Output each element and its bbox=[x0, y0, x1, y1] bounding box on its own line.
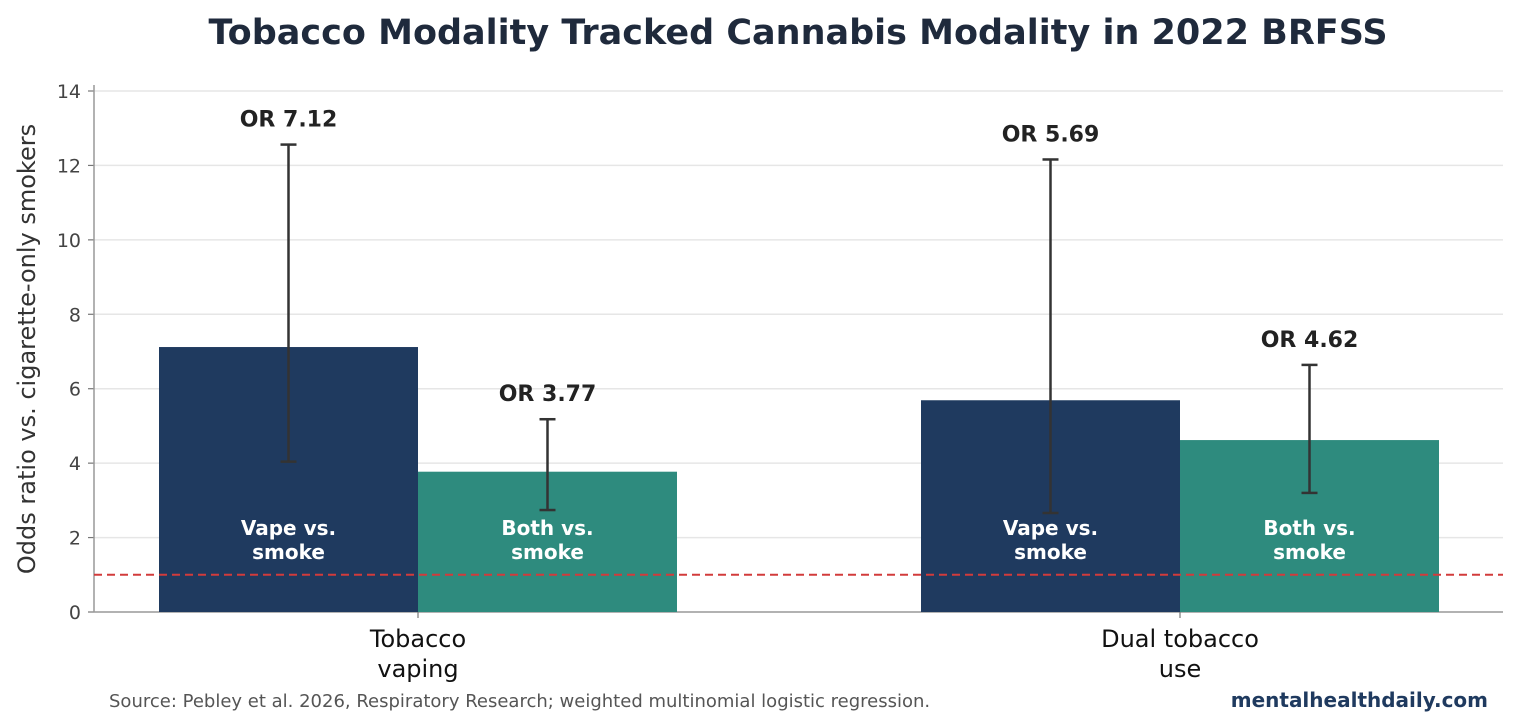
odds-ratio-label: OR 3.77 bbox=[499, 382, 597, 407]
bar-inner-label: smoke bbox=[1273, 540, 1346, 564]
bars bbox=[94, 347, 1503, 612]
odds-ratio-label: OR 5.69 bbox=[1002, 122, 1100, 147]
y-tick-label: 8 bbox=[69, 304, 81, 326]
bar-inner-label: Vape vs. bbox=[241, 516, 336, 540]
odds-ratio-label: OR 4.62 bbox=[1261, 328, 1359, 353]
x-tick-label: Dual tobacco bbox=[1101, 625, 1259, 653]
bar-inner-label: Vape vs. bbox=[1003, 516, 1098, 540]
bar-inner-label: Both vs. bbox=[501, 516, 593, 540]
y-tick-label: 12 bbox=[57, 155, 81, 177]
bar-inner-label: smoke bbox=[252, 540, 325, 564]
source-note: Source: Pebley et al. 2026, Respiratory … bbox=[109, 691, 930, 712]
odds-ratio-label: OR 7.12 bbox=[240, 108, 338, 133]
y-tick-label: 4 bbox=[69, 453, 81, 475]
y-tick-label: 14 bbox=[57, 81, 81, 103]
y-tick-label: 10 bbox=[57, 230, 81, 252]
y-tick-label: 6 bbox=[69, 379, 81, 401]
x-tick-label: vaping bbox=[377, 655, 458, 683]
y-tick-label: 0 bbox=[69, 602, 81, 624]
y-tick-label: 2 bbox=[69, 528, 81, 550]
bar-inner-label: smoke bbox=[1014, 540, 1087, 564]
x-tick-label: use bbox=[1159, 655, 1201, 683]
x-tick-label: Tobacco bbox=[369, 625, 466, 653]
chart-title: Tobacco Modality Tracked Cannabis Modali… bbox=[208, 13, 1387, 53]
y-axis-label: Odds ratio vs. cigarette-only smokers bbox=[13, 124, 41, 574]
bar-inner-label: Both vs. bbox=[1263, 516, 1355, 540]
bar-inner-label: smoke bbox=[511, 540, 584, 564]
brand-logo-text: mentalhealthdaily.com bbox=[1231, 688, 1488, 712]
